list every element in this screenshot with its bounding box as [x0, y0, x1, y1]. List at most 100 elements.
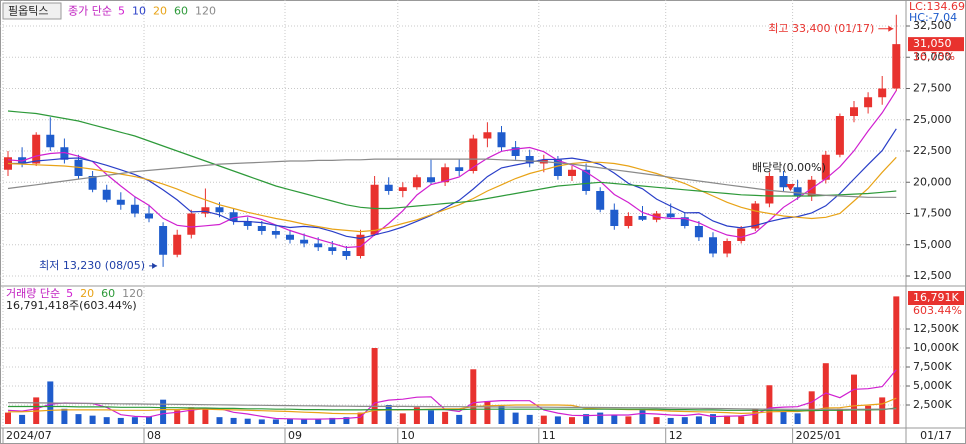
symbol-name[interactable]: 필옵틱스: [8, 5, 48, 18]
volume-bar: [710, 414, 716, 424]
volume-bar: [117, 417, 124, 424]
candle-body: [525, 156, 534, 164]
volume-bar: [752, 408, 759, 424]
candle-body: [342, 251, 351, 256]
candle-body: [46, 134, 55, 148]
candle-body: [384, 184, 393, 191]
grid-layer: [0, 0, 910, 444]
volume-bar: [19, 414, 26, 424]
candle-body: [469, 138, 478, 171]
volume-bar: [836, 408, 843, 424]
volume-bar: [244, 418, 251, 424]
ma-line: [7, 156, 897, 233]
ex-dividend-annotation: 배당락(0.00%): [752, 161, 826, 174]
candle-body: [314, 243, 323, 248]
candle-body: [173, 234, 182, 255]
candle-body: [779, 176, 788, 188]
candle-body: [835, 116, 844, 155]
candle-body: [751, 203, 760, 229]
volume-bar: [794, 413, 801, 424]
candle-body: [553, 159, 562, 176]
ma-line: [7, 90, 897, 249]
volume-bar: [738, 416, 745, 424]
x-tick-label: 2024/07: [6, 429, 52, 442]
volume-bar: [301, 419, 308, 424]
candle-body: [596, 191, 605, 210]
candle-body: [201, 207, 210, 214]
volume-bar: [188, 407, 195, 424]
volume-bar: [428, 410, 434, 424]
volume-bar: [597, 412, 604, 424]
candle-body: [610, 209, 619, 226]
candle-body: [497, 132, 506, 148]
ma-line: [8, 128, 897, 240]
ex-dividend-marker: [786, 184, 795, 191]
ma-line: [8, 405, 897, 412]
volume-bar: [413, 407, 420, 424]
max-annotation: 최고 33,400 (01/17): [768, 22, 874, 35]
candle-body: [145, 213, 153, 219]
candle-body: [32, 134, 41, 164]
volume-bar: [442, 411, 449, 424]
volume-bar: [160, 399, 167, 424]
legend-entry: 20: [153, 5, 167, 18]
candle-body: [286, 234, 294, 240]
volume-bar: [724, 415, 731, 424]
volume-bar: [357, 412, 364, 424]
x-tick-label: 09: [288, 429, 302, 442]
y-tick-label: 5,000K: [913, 379, 952, 392]
max-arrow-head: [888, 25, 894, 32]
x-tick-label: 10: [401, 429, 415, 442]
volume-bar: [216, 417, 223, 424]
candle-body: [680, 217, 689, 226]
volume-bar: [569, 417, 575, 424]
ma-line: [8, 402, 897, 410]
candle-body: [821, 154, 830, 180]
volume-bar: [865, 405, 872, 424]
y-tick-label: 17,500: [913, 207, 952, 220]
candle-body: [666, 213, 675, 218]
candle-body: [398, 187, 407, 191]
volume-bar: [639, 408, 646, 424]
candle-body: [765, 176, 774, 204]
volume-bar: [61, 408, 68, 424]
legend-entry: 60: [174, 5, 188, 18]
ma-line: [7, 110, 897, 210]
volume-bar: [343, 417, 350, 424]
volume-bar: [131, 417, 138, 424]
candle-body: [568, 169, 576, 176]
y-tick-label: 12,500: [913, 269, 952, 282]
volume-bar: [512, 412, 519, 424]
candle-body: [850, 107, 858, 116]
volume-bar: [695, 416, 702, 424]
volume-bar: [611, 414, 618, 424]
y-tick-label: 12,500K: [913, 322, 959, 335]
candle-body: [412, 177, 421, 188]
volume-bar: [385, 405, 392, 424]
volume-bar: [554, 416, 561, 424]
volume-bar: [230, 417, 237, 424]
y-tick-label: 2,500K: [913, 398, 952, 411]
symbol-button[interactable]: [2, 2, 62, 20]
candle-body: [243, 221, 252, 226]
candle-body: [878, 88, 887, 98]
y-tick-label: 15,000: [913, 238, 952, 251]
candle-body: [582, 169, 591, 191]
legend-entry: 120: [195, 5, 216, 18]
ma-line: [8, 397, 897, 415]
price-box-label: 31,050: [913, 37, 952, 50]
candle-body: [427, 177, 435, 183]
marks-layer: [4, 14, 901, 424]
volume-bar: [583, 414, 590, 424]
y-tick-label: 7,500K: [913, 360, 952, 373]
y-tick-label: 20,000: [913, 175, 952, 188]
legend-entry: 5: [118, 5, 125, 18]
volume-bar: [893, 296, 900, 424]
candle-body: [441, 167, 450, 183]
volume-bar: [315, 418, 322, 424]
volume-bar: [470, 369, 477, 424]
volume-bar: [667, 417, 674, 424]
volume-bar: [399, 413, 406, 424]
